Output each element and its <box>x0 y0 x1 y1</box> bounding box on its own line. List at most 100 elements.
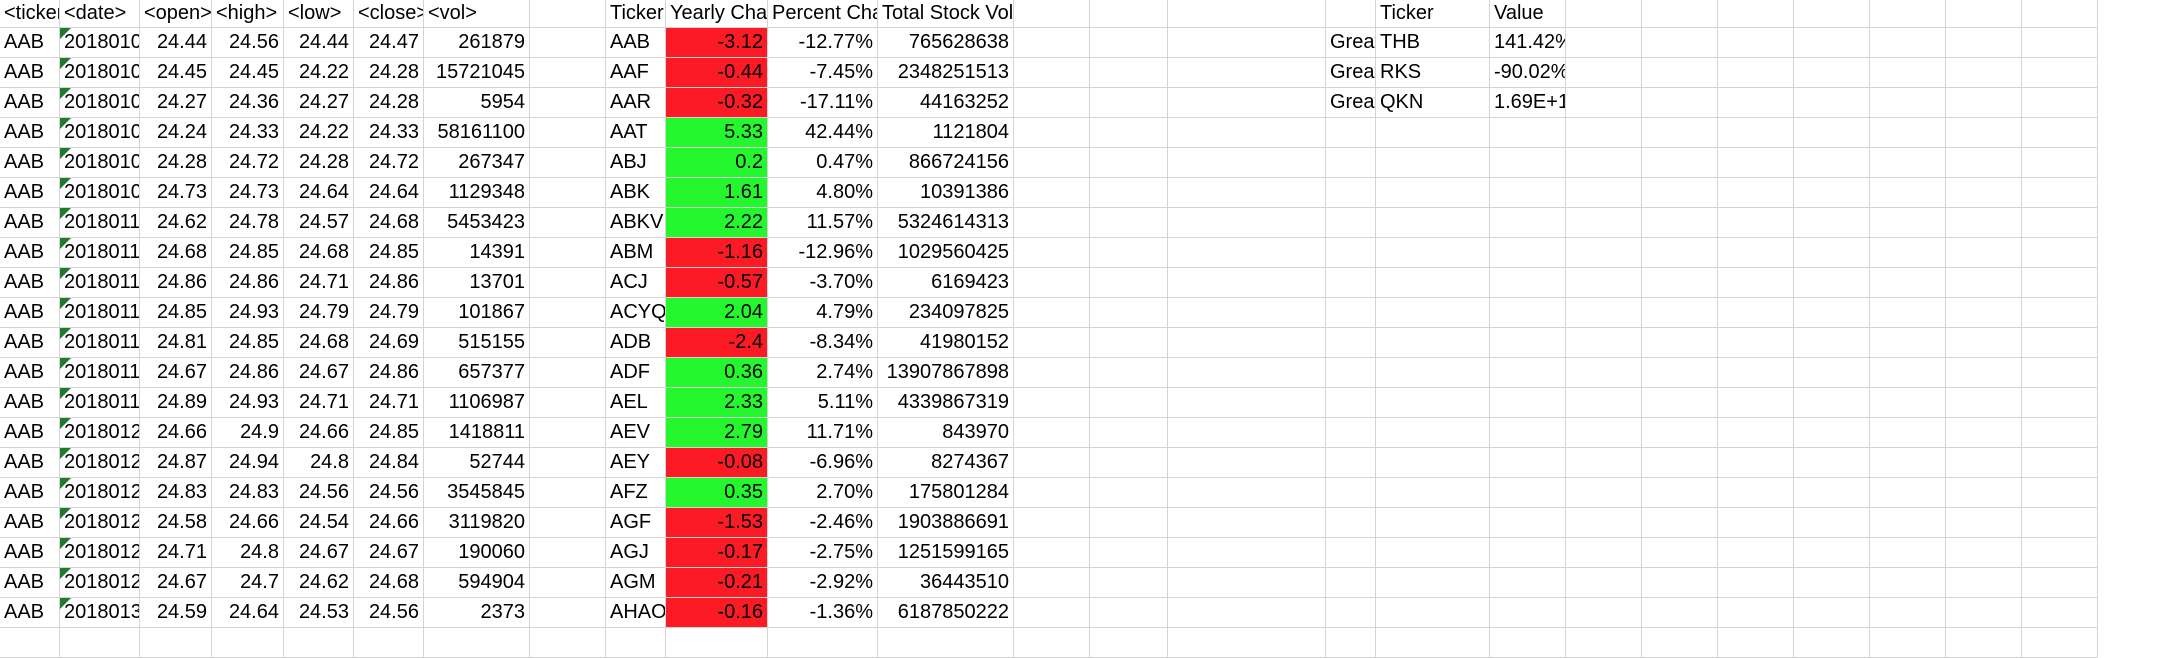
empty-cell[interactable] <box>1090 0 1168 28</box>
empty-cell[interactable] <box>1090 598 1168 628</box>
empty-cell[interactable] <box>1014 118 1090 148</box>
empty-cell[interactable] <box>1794 628 1870 658</box>
empty-cell[interactable] <box>1326 148 1376 178</box>
data-cell[interactable]: 3545845 <box>424 478 530 508</box>
empty-cell[interactable] <box>1566 508 1642 538</box>
empty-cell[interactable] <box>1326 268 1376 298</box>
empty-cell[interactable] <box>1376 628 1490 658</box>
empty-cell[interactable] <box>1566 598 1642 628</box>
empty-cell[interactable] <box>1090 628 1168 658</box>
empty-cell[interactable] <box>1014 88 1090 118</box>
empty-cell[interactable] <box>1090 388 1168 418</box>
empty-cell[interactable] <box>1168 568 1326 598</box>
empty-cell[interactable] <box>530 118 606 148</box>
empty-cell[interactable] <box>1566 298 1642 328</box>
empty-cell[interactable] <box>1870 388 1946 418</box>
data-header-cell[interactable]: <open> <box>140 0 212 28</box>
empty-cell[interactable] <box>1946 478 2022 508</box>
empty-cell[interactable] <box>1490 538 1566 568</box>
ticker-cell[interactable]: AAB <box>0 298 60 328</box>
total-volume-cell[interactable]: 1903886691 <box>878 508 1014 538</box>
empty-cell[interactable] <box>1718 568 1794 598</box>
empty-cell[interactable] <box>1376 298 1490 328</box>
empty-cell[interactable] <box>1566 238 1642 268</box>
percent-change-cell[interactable]: -8.34% <box>768 328 878 358</box>
empty-cell[interactable] <box>1794 418 1870 448</box>
data-cell[interactable]: 261879 <box>424 28 530 58</box>
ticker-cell[interactable]: AAB <box>0 508 60 538</box>
empty-cell[interactable] <box>1014 358 1090 388</box>
empty-cell[interactable] <box>1168 538 1326 568</box>
empty-cell[interactable] <box>1014 0 1090 28</box>
empty-cell[interactable] <box>1326 178 1376 208</box>
empty-cell[interactable] <box>1870 448 1946 478</box>
empty-cell[interactable] <box>2022 328 2098 358</box>
data-cell[interactable]: 24.87 <box>140 448 212 478</box>
data-cell[interactable]: 24.58 <box>140 508 212 538</box>
empty-cell[interactable] <box>1090 328 1168 358</box>
data-cell[interactable]: 24.68 <box>354 208 424 238</box>
data-cell[interactable]: 24.62 <box>140 208 212 238</box>
data-cell[interactable]: 24.85 <box>354 418 424 448</box>
greatest-ticker-cell[interactable]: RKS <box>1376 58 1490 88</box>
empty-cell[interactable] <box>1718 508 1794 538</box>
total-volume-cell[interactable]: 2348251513 <box>878 58 1014 88</box>
yearly-change-cell[interactable]: -0.16 <box>666 598 768 628</box>
empty-cell[interactable] <box>1014 628 1090 658</box>
data-cell[interactable]: 24.86 <box>212 268 284 298</box>
yearly-change-cell[interactable]: 0.35 <box>666 478 768 508</box>
empty-cell[interactable] <box>1490 568 1566 598</box>
data-cell[interactable]: 190060 <box>424 538 530 568</box>
empty-cell[interactable] <box>530 538 606 568</box>
percent-change-cell[interactable]: 2.74% <box>768 358 878 388</box>
total-volume-cell[interactable]: 41980152 <box>878 328 1014 358</box>
empty-cell[interactable] <box>1794 178 1870 208</box>
empty-cell[interactable] <box>1168 448 1326 478</box>
empty-cell[interactable] <box>1718 208 1794 238</box>
data-cell[interactable]: 24.79 <box>354 298 424 328</box>
empty-cell[interactable] <box>1014 598 1090 628</box>
data-cell[interactable]: 24.67 <box>354 538 424 568</box>
data-cell[interactable]: 24.68 <box>140 238 212 268</box>
empty-cell[interactable] <box>1490 238 1566 268</box>
summary-ticker-cell[interactable]: AGJ <box>606 538 666 568</box>
empty-cell[interactable] <box>530 568 606 598</box>
empty-cell[interactable] <box>530 418 606 448</box>
empty-cell[interactable] <box>1794 598 1870 628</box>
empty-cell[interactable] <box>1090 538 1168 568</box>
empty-cell[interactable] <box>1946 178 2022 208</box>
date-cell[interactable]: 20180109 <box>60 178 140 208</box>
empty-cell[interactable] <box>1642 238 1718 268</box>
data-cell[interactable]: 1106987 <box>424 388 530 418</box>
data-cell[interactable]: 24.84 <box>354 448 424 478</box>
data-cell[interactable]: 24.71 <box>354 388 424 418</box>
empty-cell[interactable] <box>1870 628 1946 658</box>
data-cell[interactable]: 24.73 <box>212 178 284 208</box>
empty-cell[interactable] <box>530 358 606 388</box>
empty-cell[interactable] <box>1642 598 1718 628</box>
summary-ticker-cell[interactable]: ABM <box>606 238 666 268</box>
ticker-cell[interactable]: AAB <box>0 388 60 418</box>
empty-cell[interactable] <box>1326 238 1376 268</box>
greatest-label-cell[interactable]: Greatest % Increase <box>1326 28 1376 58</box>
data-cell[interactable]: 24.56 <box>284 478 354 508</box>
data-cell[interactable]: 24.28 <box>140 148 212 178</box>
empty-cell[interactable] <box>1326 298 1376 328</box>
greatest-label-cell[interactable]: Greatest % Decrease <box>1326 58 1376 88</box>
total-volume-cell[interactable]: 6169423 <box>878 268 1014 298</box>
yearly-change-cell[interactable]: -0.44 <box>666 58 768 88</box>
empty-cell[interactable] <box>530 388 606 418</box>
empty-cell[interactable] <box>1326 418 1376 448</box>
summary-ticker-cell[interactable]: ACYQ <box>606 298 666 328</box>
data-cell[interactable]: 24.73 <box>140 178 212 208</box>
summary-ticker-cell[interactable]: AHAO <box>606 598 666 628</box>
empty-cell[interactable] <box>1326 448 1376 478</box>
ticker-cell[interactable]: AAB <box>0 538 60 568</box>
data-cell[interactable]: 24.72 <box>212 148 284 178</box>
summary-ticker-cell[interactable]: ABK <box>606 178 666 208</box>
greatest-value-cell[interactable]: -90.02% <box>1490 58 1566 88</box>
data-cell[interactable]: 24.69 <box>354 328 424 358</box>
empty-cell[interactable] <box>1090 268 1168 298</box>
empty-cell[interactable] <box>1326 628 1376 658</box>
